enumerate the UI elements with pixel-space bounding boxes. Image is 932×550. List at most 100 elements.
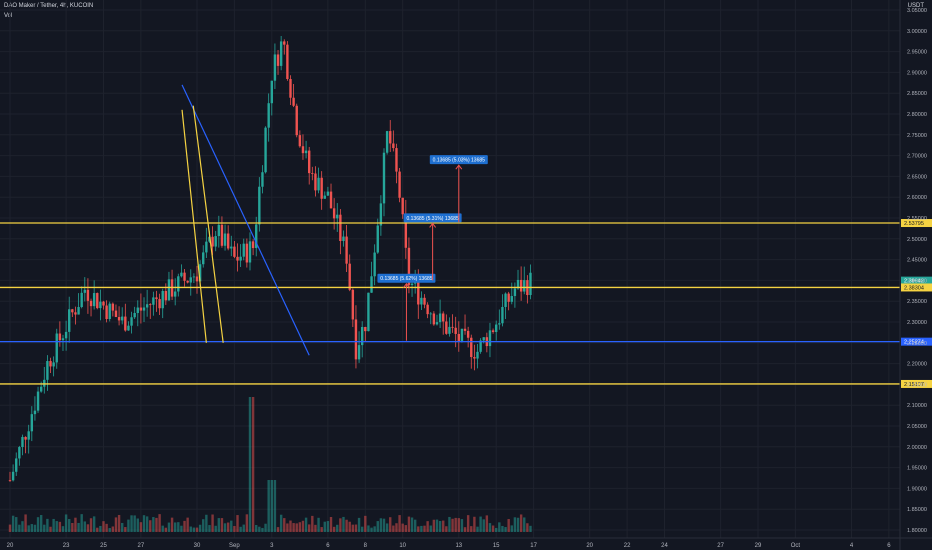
level-badge-label: 2.53795: [904, 221, 924, 227]
measure-label: 0.13685 (5.62%) 13685: [380, 276, 432, 282]
candle: [348, 263, 351, 290]
volume-bar: [389, 517, 392, 532]
volume-bar: [136, 518, 139, 532]
candle: [121, 316, 124, 321]
candle: [423, 297, 426, 305]
volume-bar: [488, 523, 492, 532]
candle: [308, 150, 311, 174]
candle: [498, 323, 501, 325]
candle: [304, 150, 308, 154]
candle: [332, 208, 336, 219]
candle: [49, 361, 52, 367]
volume-bar: [36, 517, 40, 532]
measure-label-box: [377, 273, 436, 283]
volume-bar: [170, 517, 174, 532]
volume-bar: [49, 526, 52, 532]
trendline: [181, 109, 207, 343]
volume-bar: [43, 524, 46, 532]
candle: [432, 313, 436, 325]
volume-bar: [18, 524, 21, 532]
volume-bar: [211, 514, 214, 532]
candle: [438, 313, 442, 323]
candle: [186, 280, 189, 283]
candle: [470, 337, 473, 358]
measure-annotations: 0.13685 (5.62%) 13685 0.13685 (5.31%) 136…: [377, 155, 488, 341]
volume-bar: [304, 517, 308, 532]
x-tick-label: Oct: [791, 543, 801, 549]
candle: [133, 312, 136, 318]
candle: [523, 280, 526, 292]
candle: [114, 310, 118, 318]
candle: [43, 379, 46, 387]
volume-bar: [117, 514, 121, 532]
y-tick-label: 1.95000: [907, 466, 927, 472]
volume-bar: [407, 516, 411, 532]
volume-bar: [504, 527, 507, 532]
candle: [195, 276, 199, 282]
candle: [407, 247, 411, 286]
candle: [205, 241, 208, 253]
volume-bar: [454, 517, 457, 532]
candle: [86, 289, 90, 301]
volume-bar: [55, 521, 58, 532]
volume-bar: [501, 525, 504, 532]
price-badge-label: 2.39942: [904, 279, 924, 285]
candle: [155, 297, 158, 300]
candle: [142, 307, 146, 311]
volume-bar: [510, 525, 513, 532]
candle: [479, 340, 482, 352]
volume-bar: [133, 515, 136, 532]
level-badge-label: 2.25274: [904, 340, 924, 346]
volume-bar: [102, 521, 105, 532]
volume-bar: [438, 520, 442, 532]
volume-bar: [226, 522, 230, 532]
volume-bar: [46, 518, 49, 532]
candle: [298, 135, 302, 147]
x-tick-label: 27: [717, 543, 724, 549]
volume-bar: [317, 517, 320, 532]
measure-arrowhead: [429, 222, 437, 228]
candle: [145, 304, 149, 308]
volume-bar: [413, 519, 417, 532]
y-tick-label: 2.10000: [907, 403, 927, 409]
volume-bar: [239, 526, 242, 532]
volume-bar: [367, 525, 370, 532]
level-badge-label: 2.38304: [904, 285, 924, 291]
candle: [473, 357, 476, 359]
y-tick-label: 2.35000: [907, 299, 927, 305]
candle: [417, 280, 420, 305]
time-axis[interactable]: 20 23 25 27 30 Sep 3 6 8 10 13 15 17 20 22 24 27 29 Oct 4 6: [0, 537, 932, 549]
volume-bar: [485, 515, 489, 532]
volume-bar: [460, 519, 464, 532]
candle: [286, 44, 289, 79]
candle: [245, 243, 249, 263]
candle: [339, 214, 342, 241]
candle: [351, 289, 355, 320]
volume-bar: [339, 518, 342, 532]
candle: [64, 331, 68, 339]
candle: [345, 236, 348, 264]
candle: [233, 246, 236, 257]
x-tick-label: 20: [7, 543, 14, 549]
volume-bar: [68, 519, 71, 532]
candle: [373, 252, 376, 277]
volume-bar: [195, 527, 199, 532]
y-tick-label: 2.65000: [907, 174, 927, 180]
x-tick-label: 30: [194, 543, 201, 549]
y-tick-label: 2.25000: [907, 341, 927, 347]
candle: [177, 276, 180, 292]
volume-bar: [470, 526, 473, 532]
candle: [507, 293, 510, 302]
volume-bar: [348, 521, 351, 532]
level-badge-label: 2.15107: [904, 382, 924, 388]
x-tick-label: 6: [887, 543, 891, 549]
volume-bar: [192, 527, 196, 532]
volume-bar: [236, 515, 239, 532]
volume-bar: [354, 524, 358, 532]
candle: [105, 305, 108, 320]
candle: [426, 304, 429, 315]
volume-bar: [326, 521, 330, 532]
price-axis[interactable]: 3.05000 3.00000 2.95000 2.90000 2.85000 2.800…: [899, 0, 927, 550]
